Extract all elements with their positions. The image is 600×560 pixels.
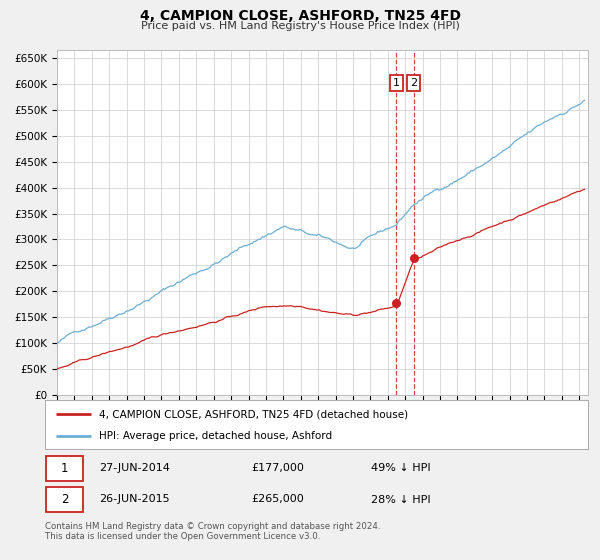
Text: 1: 1 xyxy=(393,78,400,88)
Text: 49% ↓ HPI: 49% ↓ HPI xyxy=(371,463,430,473)
Text: Contains HM Land Registry data © Crown copyright and database right 2024.
This d: Contains HM Land Registry data © Crown c… xyxy=(45,522,380,542)
Text: 1: 1 xyxy=(61,461,68,475)
Text: 28% ↓ HPI: 28% ↓ HPI xyxy=(371,494,430,505)
Text: Price paid vs. HM Land Registry's House Price Index (HPI): Price paid vs. HM Land Registry's House … xyxy=(140,21,460,31)
FancyBboxPatch shape xyxy=(46,487,83,512)
Text: 4, CAMPION CLOSE, ASHFORD, TN25 4FD (detached house): 4, CAMPION CLOSE, ASHFORD, TN25 4FD (det… xyxy=(100,409,409,419)
Text: 2: 2 xyxy=(410,78,417,88)
FancyBboxPatch shape xyxy=(46,455,83,480)
Text: 26-JUN-2015: 26-JUN-2015 xyxy=(100,494,170,505)
Text: 4, CAMPION CLOSE, ASHFORD, TN25 4FD: 4, CAMPION CLOSE, ASHFORD, TN25 4FD xyxy=(139,9,461,23)
Text: 27-JUN-2014: 27-JUN-2014 xyxy=(100,463,170,473)
Text: £265,000: £265,000 xyxy=(251,494,304,505)
Text: £177,000: £177,000 xyxy=(251,463,304,473)
Text: 2: 2 xyxy=(61,493,68,506)
Text: HPI: Average price, detached house, Ashford: HPI: Average price, detached house, Ashf… xyxy=(100,431,332,441)
